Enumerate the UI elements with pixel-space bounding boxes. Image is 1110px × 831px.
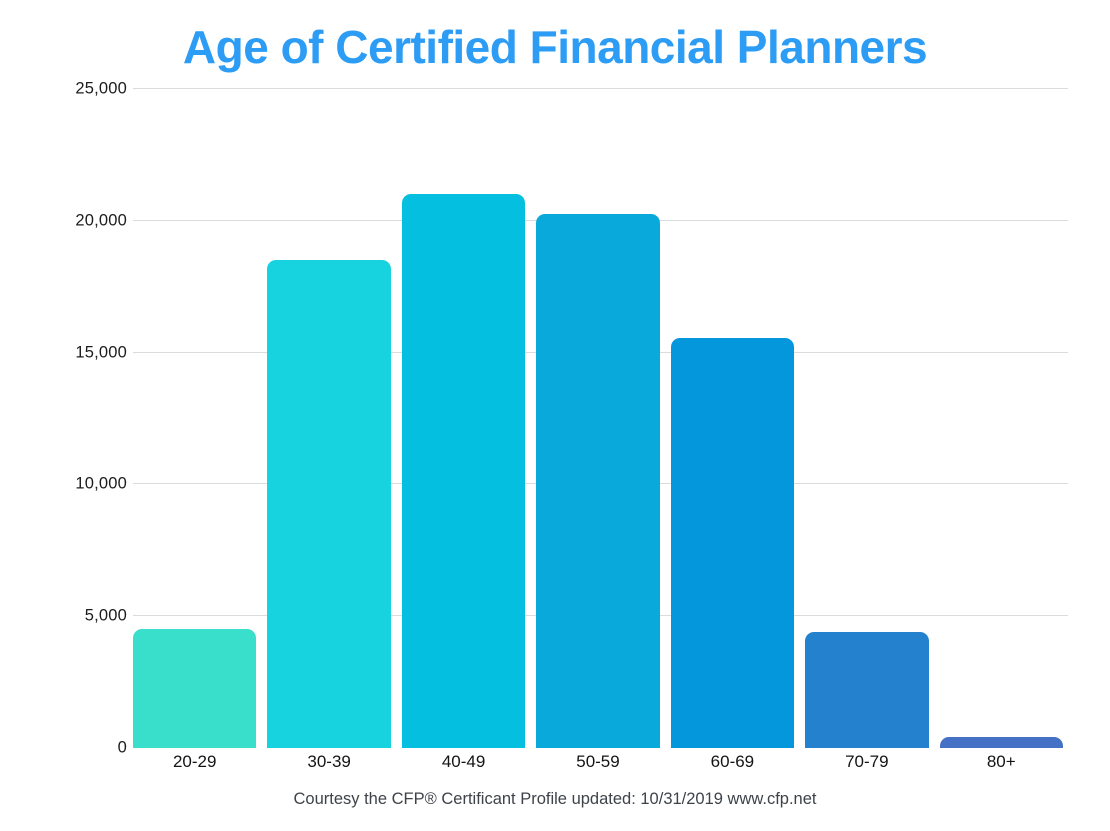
x-tick-label: 20-29 [172,752,217,771]
x-tick-label: 50-59 [576,752,620,771]
x-tick-label: 60-69 [710,752,755,771]
gridline-25000 [133,88,1068,89]
chart-title: Age of Certified Financial Planners [182,21,928,73]
source-caption: Courtesy the CFP® Certificant Profile up… [293,790,817,808]
y-tick-label: 5,000 [84,606,127,625]
bar-60-69 [670,338,795,748]
y-tick-label: 25,000 [75,79,127,98]
bar-50-59 [536,214,660,748]
x-tick-label: 70-79 [845,752,889,771]
bar-series [133,89,1063,748]
y-tick-label: 20,000 [75,211,127,230]
y-tick-label: 15,000 [75,343,127,362]
bar-40-49 [401,194,526,748]
x-tick-label: 40-49 [441,752,486,771]
bar-80+ [939,737,1063,748]
x-tick-label: 30-39 [307,752,351,771]
plot-area [133,88,1068,748]
bar-20-29 [133,629,257,748]
x-axis: 20-29 30-39 40-49 50-59 60-69 70-79 80+ [133,752,1063,772]
bar-70-79 [805,632,929,748]
y-tick-label: 10,000 [75,474,127,493]
y-tick-label: 0 [117,738,127,757]
y-axis: 0 5,000 10,000 15,000 20,000 25,000 [0,80,127,757]
bar-30-39 [267,260,391,748]
x-tick-label: 80+ [986,752,1016,771]
